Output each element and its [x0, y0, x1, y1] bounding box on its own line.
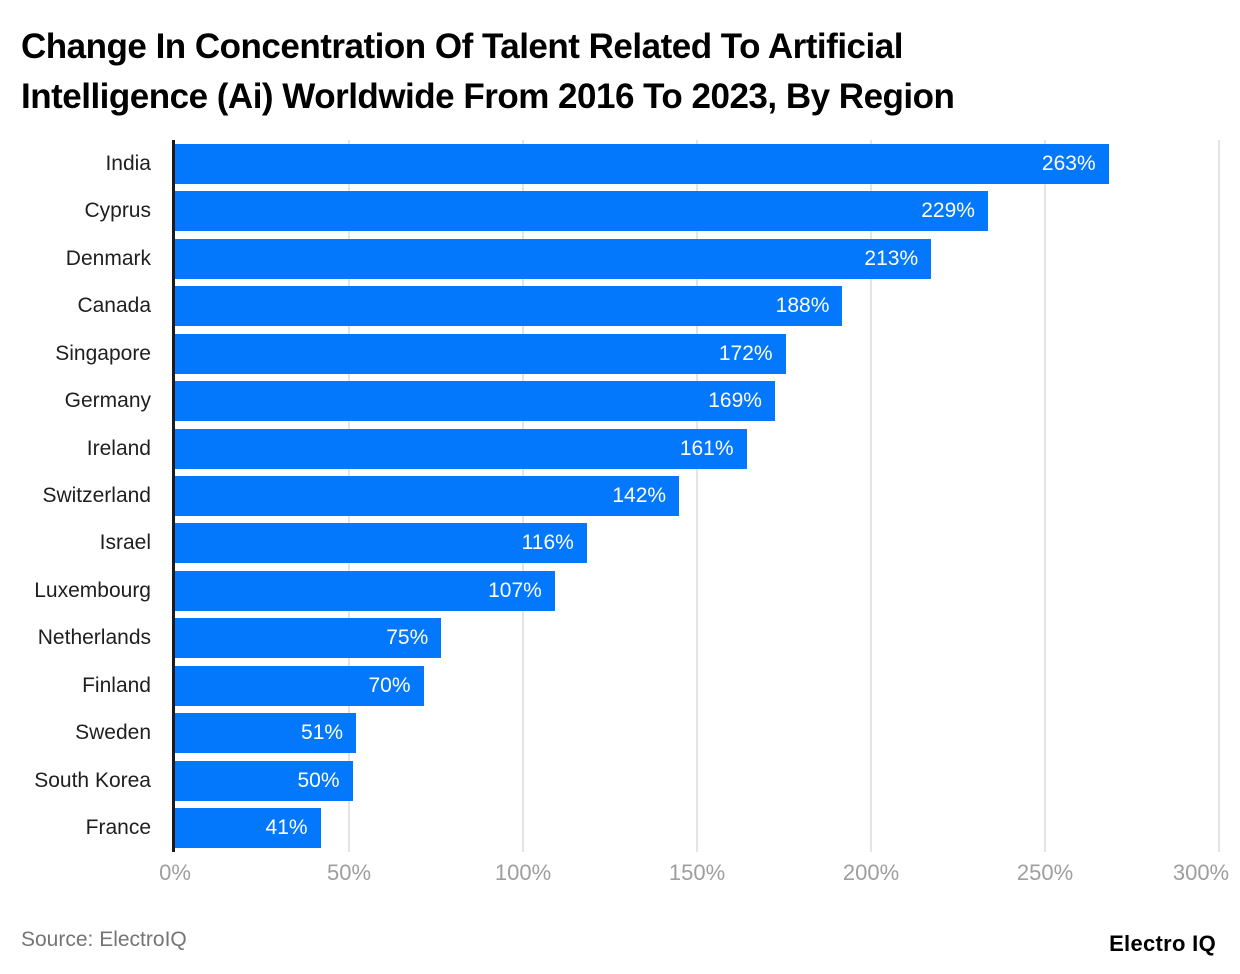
bar-row: France 41%	[0, 805, 1240, 852]
x-tick-label: 0%	[159, 860, 191, 885]
category-label: Netherlands	[37, 626, 151, 650]
bar-row: Germany 169%	[0, 377, 1240, 424]
category-label: Cyprus	[84, 199, 151, 223]
value-label: 213%	[864, 246, 919, 270]
value-label: 263%	[1041, 151, 1096, 175]
bar-row: Cyprus 229%	[0, 187, 1240, 234]
bar-singapore: 172%	[175, 333, 786, 374]
value-label: 142%	[612, 484, 667, 508]
bar-row: Luxembourg 107%	[0, 567, 1240, 614]
bar-cell: 70%	[175, 665, 1240, 706]
bar-israel: 116%	[175, 523, 587, 564]
bar-cell: 229%	[175, 191, 1240, 232]
bar-germany: 169%	[175, 381, 775, 422]
bar-ireland: 161%	[175, 428, 747, 469]
value-label: 116%	[521, 531, 574, 555]
chart-title-line-1: Change In Concentration Of Talent Relate…	[21, 27, 903, 66]
category-label: Sweden	[75, 721, 151, 745]
bar-cyprus: 229%	[175, 191, 988, 232]
bar-france: 41%	[175, 808, 321, 849]
bar-netherlands: 75%	[175, 618, 442, 659]
category-label: South Korea	[34, 768, 151, 792]
bar-row: Denmark 213%	[0, 235, 1240, 282]
bar-cell: 169%	[175, 381, 1240, 422]
bar-cell: 75%	[175, 618, 1240, 659]
bar-row: Ireland 161%	[0, 425, 1240, 472]
category-label: Germany	[64, 389, 151, 413]
bar-denmark: 213%	[175, 238, 932, 279]
bar-row: Canada 188%	[0, 282, 1240, 329]
gridline-150%	[696, 140, 698, 852]
bar-row: South Korea 50%	[0, 757, 1240, 804]
x-tick-label: 150%	[668, 860, 726, 885]
value-label: 188%	[775, 294, 830, 318]
bar-cell: 161%	[175, 428, 1240, 469]
bar-south-korea: 50%	[175, 760, 353, 801]
x-tick-label: 300%	[1172, 860, 1230, 885]
bar-row: Israel 116%	[0, 520, 1240, 567]
gridline-200%	[869, 140, 872, 852]
bar-canada: 188%	[175, 286, 843, 327]
category-label: Canada	[77, 294, 151, 318]
gridline-250%	[1044, 140, 1046, 852]
y-axis-line	[172, 140, 175, 852]
value-label: 172%	[718, 341, 773, 365]
bar-row: India 263%	[0, 140, 1240, 187]
bar-rows: India 263% Cyprus 229% Denmark 213% Canada 188%…	[0, 140, 1240, 852]
bar-row: Switzerland 142%	[0, 472, 1240, 519]
category-label: Singapore	[55, 341, 151, 365]
value-label: 41%	[265, 816, 308, 840]
value-label: 70%	[368, 673, 411, 697]
category-label: Ireland	[86, 436, 151, 460]
bar-cell: 188%	[175, 286, 1240, 327]
bar-chart-plot-area: India 263% Cyprus 229% Denmark 213% Canada 188%…	[0, 140, 1240, 852]
category-label: Luxembourg	[34, 578, 151, 602]
bar-cell: 263%	[175, 143, 1240, 184]
category-label: France	[85, 816, 151, 840]
value-label: 51%	[301, 721, 344, 745]
value-label: 169%	[708, 389, 762, 413]
bar-cell: 142%	[175, 476, 1240, 517]
category-label: Israel	[99, 531, 151, 555]
bar-switzerland: 142%	[175, 476, 680, 517]
chart-title-line-2: Intelligence (Ai) Worldwide From 2016 To…	[21, 77, 955, 116]
bar-finland: 70%	[175, 665, 424, 706]
bar-row: Sweden 51%	[0, 710, 1240, 757]
category-label: Finland	[82, 673, 151, 697]
x-tick-label: 50%	[326, 860, 372, 885]
x-tick-label: 200%	[842, 860, 900, 885]
bar-luxembourg: 107%	[175, 570, 555, 611]
bar-sweden: 51%	[175, 713, 357, 754]
bar-cell: 41%	[175, 808, 1240, 849]
bar-cell: 51%	[175, 713, 1240, 754]
bar-cell: 116%	[175, 523, 1240, 564]
bar-cell: 172%	[175, 333, 1240, 374]
value-label: 229%	[921, 199, 975, 223]
category-label: India	[105, 151, 151, 175]
x-axis: 0% 50% 100% 150% 200% 250% 300%	[159, 860, 1229, 890]
brand-logo: Electro IQ	[1109, 931, 1216, 956]
bar-india: 263%	[175, 143, 1109, 184]
value-label: 50%	[297, 768, 340, 792]
bar-cell: 107%	[175, 570, 1240, 611]
value-label: 107%	[488, 578, 542, 602]
category-label: Switzerland	[42, 484, 151, 508]
source-text: Source: ElectroIQ	[21, 928, 187, 951]
x-tick-label: 100%	[494, 860, 552, 885]
x-tick-label: 250%	[1016, 860, 1074, 885]
bar-cell: 213%	[175, 238, 1240, 279]
chart-title: Change In Concentration Of Talent Relate…	[21, 22, 1221, 122]
value-label: 161%	[679, 436, 734, 460]
category-label: Denmark	[65, 246, 151, 270]
bar-row: Netherlands 75%	[0, 615, 1240, 662]
bar-row: Finland 70%	[0, 662, 1240, 709]
bar-cell: 50%	[175, 760, 1240, 801]
gridline-300%	[1218, 140, 1220, 852]
bar-row: Singapore 172%	[0, 330, 1240, 377]
value-label: 75%	[386, 626, 429, 650]
